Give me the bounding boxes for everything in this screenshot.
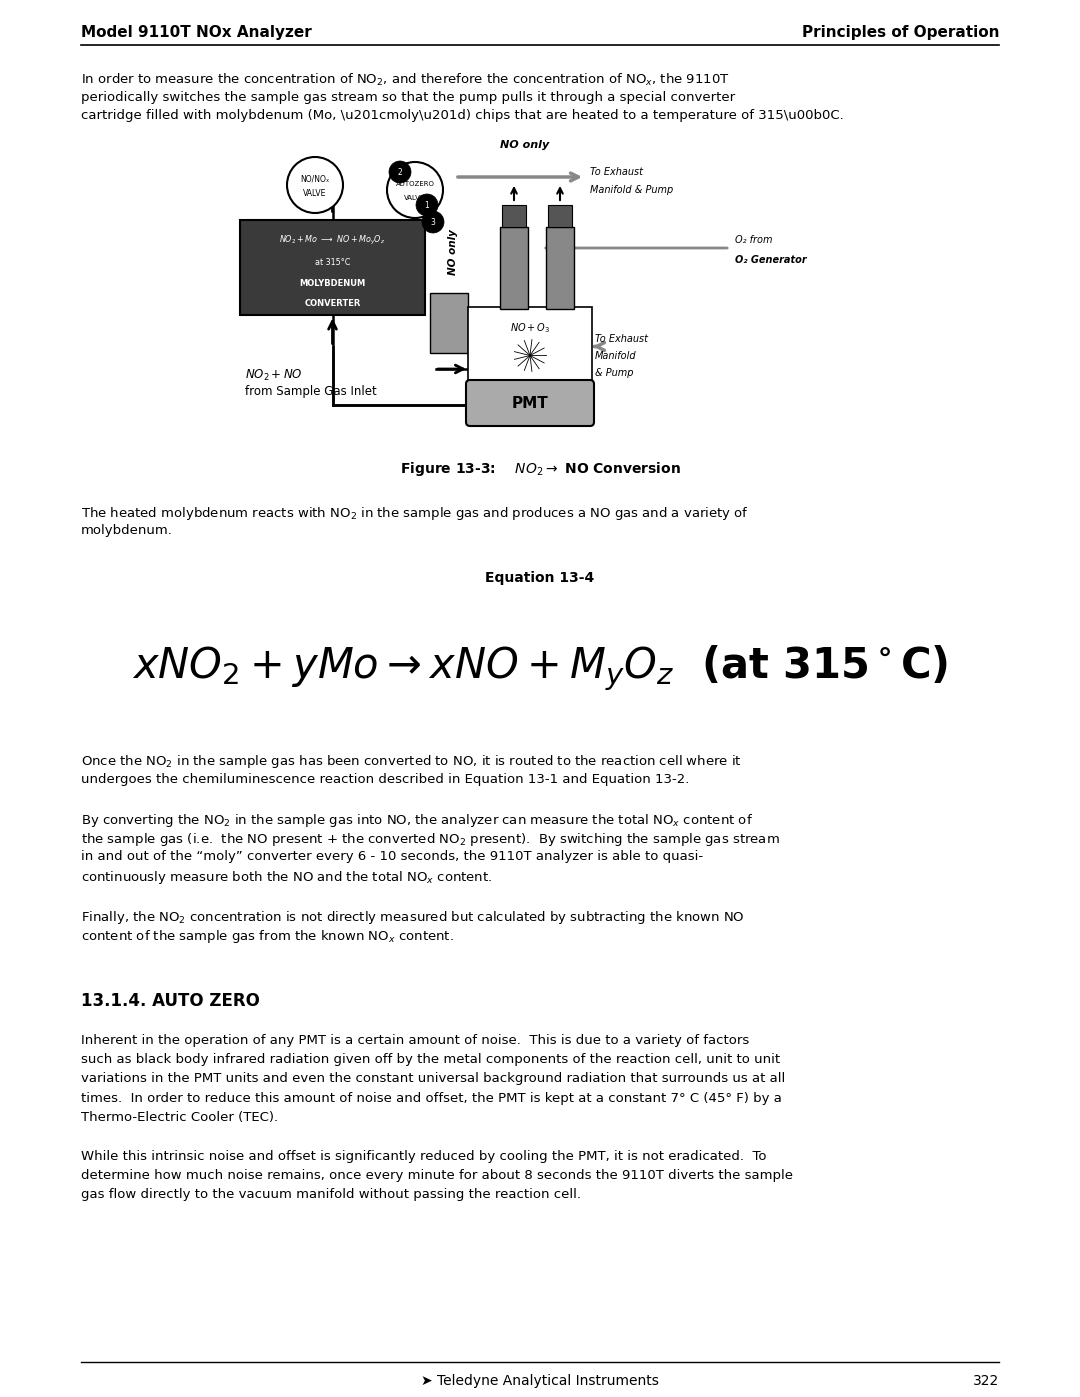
Text: & Pump: & Pump: [595, 369, 634, 379]
Text: In order to measure the concentration of NO$_2$, and therefore the concentration: In order to measure the concentration of…: [81, 73, 730, 88]
Circle shape: [387, 162, 443, 218]
Text: Once the NO$_2$ in the sample gas has been converted to NO, it is routed to the : Once the NO$_2$ in the sample gas has be…: [81, 753, 742, 770]
Text: 1: 1: [424, 201, 430, 210]
Text: the sample gas (i.e.  the NO present + the converted NO$_2$ present).  By switch: the sample gas (i.e. the NO present + th…: [81, 831, 780, 848]
Text: To Exhaust: To Exhaust: [590, 168, 643, 177]
FancyBboxPatch shape: [500, 226, 528, 309]
Text: content of the sample gas from the known NO$_x$ content.: content of the sample gas from the known…: [81, 928, 454, 944]
Text: ➤ Teledyne Analytical Instruments: ➤ Teledyne Analytical Instruments: [421, 1375, 659, 1389]
Text: To Exhaust: To Exhaust: [595, 334, 648, 344]
Text: NO only: NO only: [448, 229, 458, 275]
Text: $NO_2 + NO$: $NO_2 + NO$: [245, 367, 302, 383]
Text: periodically switches the sample gas stream so that the pump pulls it through a : periodically switches the sample gas str…: [81, 91, 735, 103]
FancyBboxPatch shape: [465, 380, 594, 426]
Text: at 315°C: at 315°C: [314, 258, 350, 267]
Text: Figure 13-3:    $NO_2\rightarrow$ NO Conversion: Figure 13-3: $NO_2\rightarrow$ NO Conver…: [400, 460, 680, 478]
Circle shape: [287, 156, 343, 212]
FancyBboxPatch shape: [468, 307, 592, 386]
Circle shape: [416, 194, 438, 217]
Text: VALVE: VALVE: [404, 196, 426, 201]
Text: Inherent in the operation of any PMT is a certain amount of noise.  This is due : Inherent in the operation of any PMT is …: [81, 1034, 750, 1046]
Text: NO only: NO only: [500, 140, 550, 149]
Text: Thermo-Electric Cooler (TEC).: Thermo-Electric Cooler (TEC).: [81, 1111, 279, 1123]
Text: from Sample Gas Inlet: from Sample Gas Inlet: [245, 386, 377, 398]
Text: cartridge filled with molybdenum (Mo, \u201cmoly\u201d) chips that are heated to: cartridge filled with molybdenum (Mo, \u…: [81, 109, 843, 122]
Text: While this intrinsic noise and offset is significantly reduced by cooling the PM: While this intrinsic noise and offset is…: [81, 1150, 767, 1162]
Text: $NO+O_3$: $NO+O_3$: [510, 321, 550, 335]
Text: AUTOZERO: AUTOZERO: [395, 182, 434, 187]
Text: $NO_2 + Mo\ \longrightarrow\ NO + Mo_yO_z$: $NO_2 + Mo\ \longrightarrow\ NO + Mo_yO_…: [280, 233, 386, 247]
FancyBboxPatch shape: [430, 293, 468, 353]
Text: molybdenum.: molybdenum.: [81, 524, 173, 538]
Text: 13.1.4. AUTO ZERO: 13.1.4. AUTO ZERO: [81, 992, 260, 1010]
FancyBboxPatch shape: [502, 205, 526, 226]
Text: times.  In order to reduce this amount of noise and offset, the PMT is kept at a: times. In order to reduce this amount of…: [81, 1091, 782, 1105]
Text: $\mathit{xNO_2 + yMo\rightarrow xNO + M_yO_z}$  $\mathbf{(at\ 315^\circ C)}$: $\mathit{xNO_2 + yMo\rightarrow xNO + M_…: [132, 644, 948, 693]
Circle shape: [422, 211, 444, 233]
Text: undergoes the chemiluminescence reaction described in Equation 13-1 and Equation: undergoes the chemiluminescence reaction…: [81, 773, 689, 785]
Text: MOLYBDENUM: MOLYBDENUM: [299, 278, 366, 288]
Text: O₂ Generator: O₂ Generator: [735, 256, 807, 265]
Circle shape: [389, 161, 411, 183]
Text: gas flow directly to the vacuum manifold without passing the reaction cell.: gas flow directly to the vacuum manifold…: [81, 1189, 581, 1201]
FancyBboxPatch shape: [546, 226, 573, 309]
Text: 3: 3: [431, 218, 435, 226]
Text: Manifold & Pump: Manifold & Pump: [590, 184, 673, 196]
Text: determine how much noise remains, once every minute for about 8 seconds the 9110: determine how much noise remains, once e…: [81, 1169, 793, 1182]
Text: By converting the NO$_2$ in the sample gas into NO, the analyzer can measure the: By converting the NO$_2$ in the sample g…: [81, 812, 753, 828]
Text: NO/NOₓ: NO/NOₓ: [300, 175, 329, 183]
Text: PMT: PMT: [512, 395, 549, 411]
Text: CONVERTER: CONVERTER: [305, 299, 361, 307]
Text: Principles of Operation: Principles of Operation: [801, 25, 999, 41]
FancyBboxPatch shape: [548, 205, 572, 226]
Text: such as black body infrared radiation given off by the metal components of the r: such as black body infrared radiation gi…: [81, 1053, 780, 1066]
Text: Model 9110T NOx Analyzer: Model 9110T NOx Analyzer: [81, 25, 312, 41]
Text: in and out of the “moly” converter every 6 - 10 seconds, the 9110T analyzer is a: in and out of the “moly” converter every…: [81, 851, 703, 863]
Text: 2: 2: [397, 168, 403, 176]
Text: Manifold: Manifold: [595, 352, 636, 362]
Text: O₂ from: O₂ from: [735, 235, 772, 244]
Text: variations in the PMT units and even the constant universal background radiation: variations in the PMT units and even the…: [81, 1073, 785, 1085]
Text: Equation 13-4: Equation 13-4: [485, 571, 595, 585]
Text: continuously measure both the NO and the total NO$_x$ content.: continuously measure both the NO and the…: [81, 869, 492, 887]
Text: Finally, the NO$_2$ concentration is not directly measured but calculated by sub: Finally, the NO$_2$ concentration is not…: [81, 908, 745, 926]
Text: VALVE: VALVE: [303, 189, 326, 197]
Text: 322: 322: [973, 1375, 999, 1389]
Text: The heated molybdenum reacts with NO$_2$ in the sample gas and produces a NO gas: The heated molybdenum reacts with NO$_2$…: [81, 504, 748, 522]
FancyBboxPatch shape: [240, 219, 426, 314]
